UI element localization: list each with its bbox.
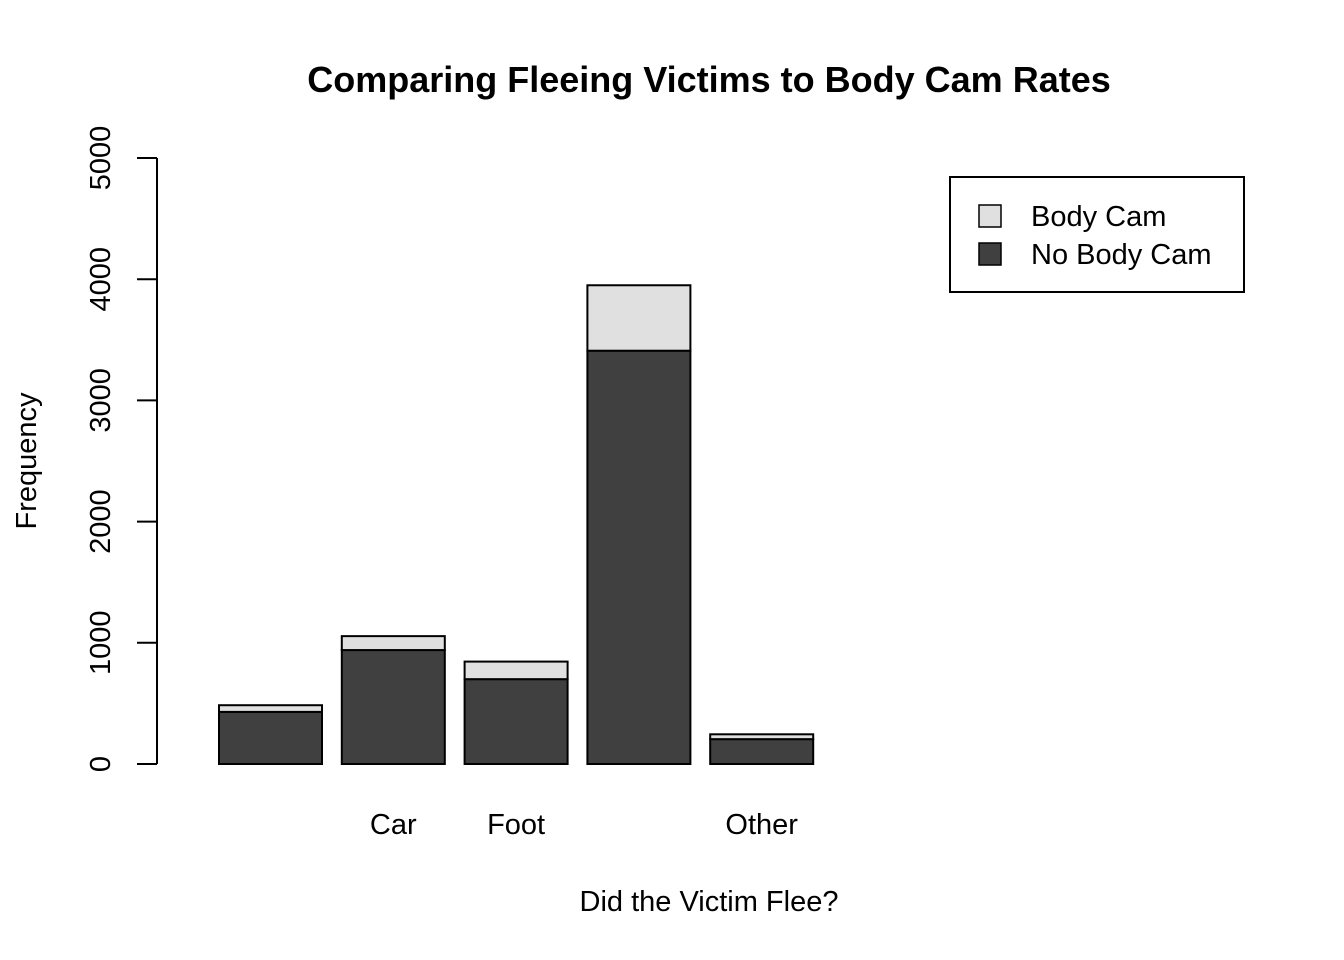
x-axis-tick-labels: Car Foot Other xyxy=(370,809,798,841)
bars xyxy=(218,284,815,766)
legend-swatch-body-cam xyxy=(978,204,1002,228)
legend-box xyxy=(949,176,1245,293)
legend-swatch-no-body-cam xyxy=(978,242,1002,266)
x-axis-tick-label: Foot xyxy=(487,809,545,841)
y-axis-tick-label: 3000 xyxy=(85,368,117,433)
bar-body-cam xyxy=(340,635,446,652)
legend-label-no-body-cam: No Body Cam xyxy=(1031,239,1212,271)
bar-body-cam xyxy=(218,704,323,713)
y-axis-tick-label: 2000 xyxy=(85,489,117,554)
y-axis: 0 1000 2000 3000 4000 5000 xyxy=(85,126,158,772)
bar-no-body-cam xyxy=(586,349,692,765)
bar-body-cam xyxy=(586,284,692,352)
y-axis-tick-label: 0 xyxy=(85,756,117,772)
bar-no-body-cam xyxy=(709,738,815,765)
x-axis-tick-label: Car xyxy=(370,809,417,841)
y-axis-tick-label: 4000 xyxy=(85,247,117,312)
bar-body-cam xyxy=(709,733,815,741)
bar-no-body-cam xyxy=(218,710,323,765)
bar-no-body-cam xyxy=(340,649,446,766)
legend: Body Cam No Body Cam xyxy=(949,176,1245,293)
chart-title: Comparing Fleeing Victims to Body Cam Ra… xyxy=(307,59,1111,100)
bar-no-body-cam xyxy=(463,678,569,765)
bar-body-cam xyxy=(463,660,569,681)
y-axis-tick-label: 1000 xyxy=(85,611,117,676)
x-axis-label: Did the Victim Flee? xyxy=(580,886,839,918)
y-axis-tick-label: 5000 xyxy=(85,126,117,191)
legend-label-body-cam: Body Cam xyxy=(1031,201,1166,233)
y-axis-label: Frequency xyxy=(11,392,43,530)
x-axis-tick-label: Other xyxy=(725,809,798,841)
